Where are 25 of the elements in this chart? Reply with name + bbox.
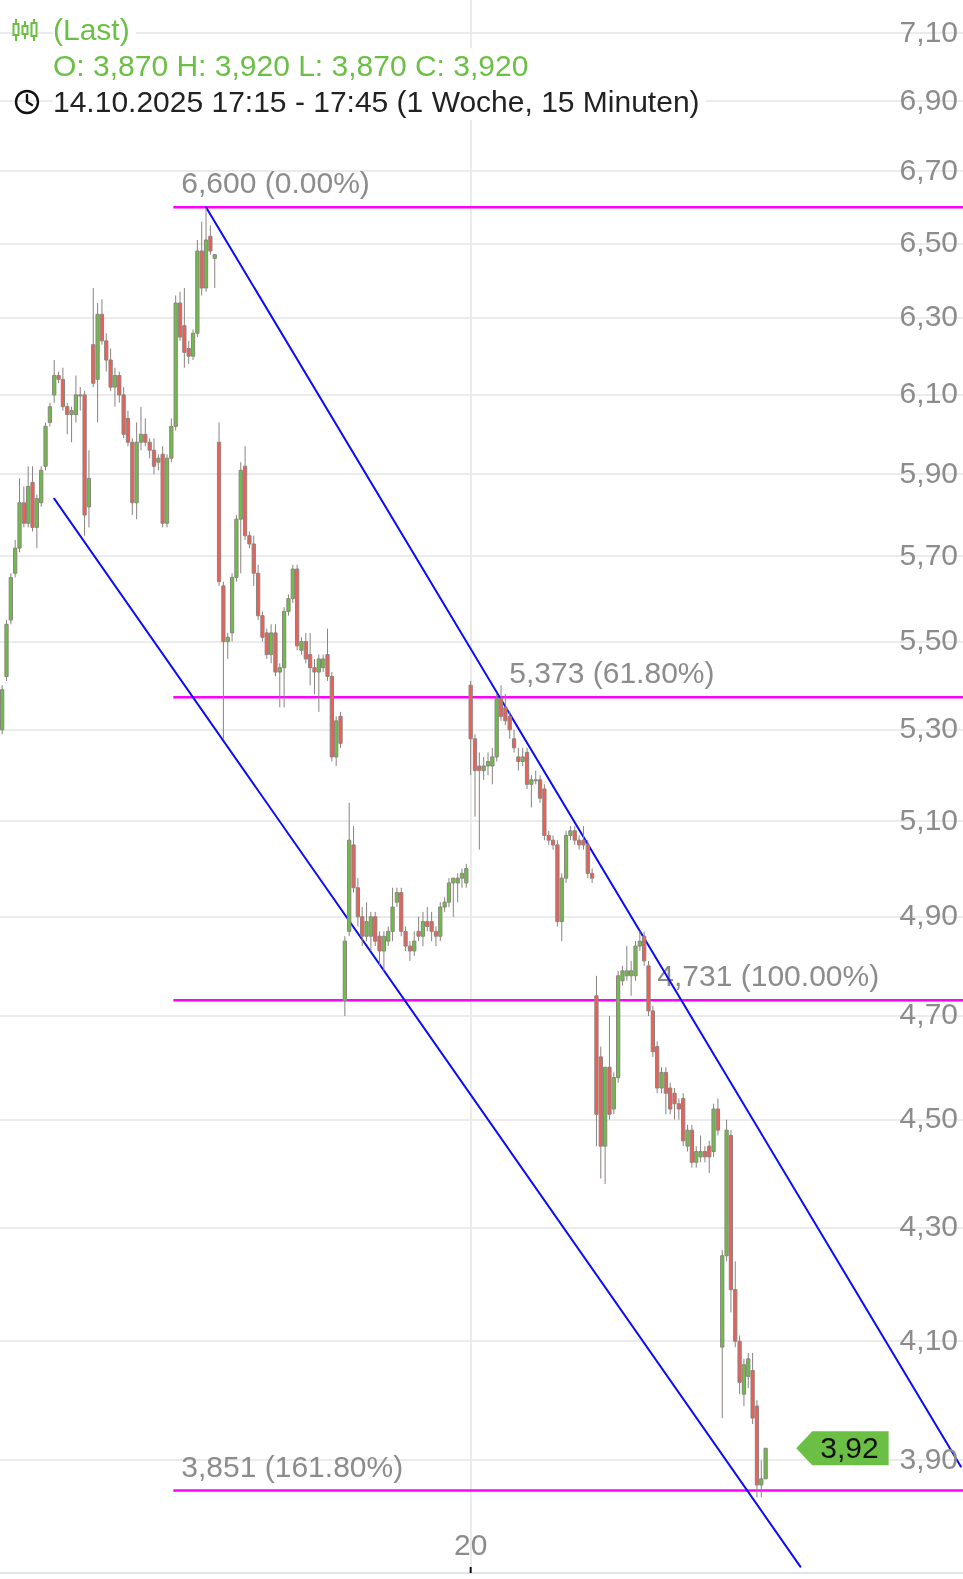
y-tick-label: 4,70 — [899, 997, 958, 1031]
y-tick-label: 4,30 — [899, 1209, 958, 1243]
y-tick-label: 5,50 — [899, 622, 958, 656]
y-tick-label: 5,30 — [899, 711, 958, 745]
y-tick-label: 3,90 — [899, 1441, 958, 1475]
ref-line-label: 5,373 (61.80%) — [509, 656, 715, 690]
text: O: 3,870 H: 3,920 L: 3,870 C: 3,920 — [53, 48, 535, 84]
y-tick-label: 6,70 — [899, 152, 958, 186]
y-tick-label: 6,50 — [899, 224, 958, 258]
y-tick-label: 4,90 — [899, 897, 958, 931]
y-tick-label: 5,90 — [899, 455, 958, 489]
y-tick-label: 6,10 — [899, 376, 958, 410]
x-tick-label: 20 — [453, 1528, 488, 1562]
annotation: 14.10.2025 17:15 - 17:45 (1 Woche, 15 Minuten) — [53, 84, 706, 120]
chart-title: (Last) — [53, 12, 136, 48]
y-tick-label: 5,10 — [899, 802, 958, 836]
y-tick-label: 6,90 — [899, 82, 958, 116]
ref-line-label: 3,851 (161.80%) — [181, 1449, 404, 1483]
ref-line-label: 6,600 (0.00%) — [181, 166, 370, 200]
y-tick-label: 5,70 — [899, 537, 958, 571]
y-tick-label: 4,50 — [899, 1100, 958, 1134]
annotation: 3,92 — [820, 1430, 879, 1464]
y-tick-label: 4,10 — [899, 1322, 958, 1356]
y-tick-label: 6,30 — [899, 299, 958, 333]
y-tick-label: 7,10 — [899, 14, 958, 48]
